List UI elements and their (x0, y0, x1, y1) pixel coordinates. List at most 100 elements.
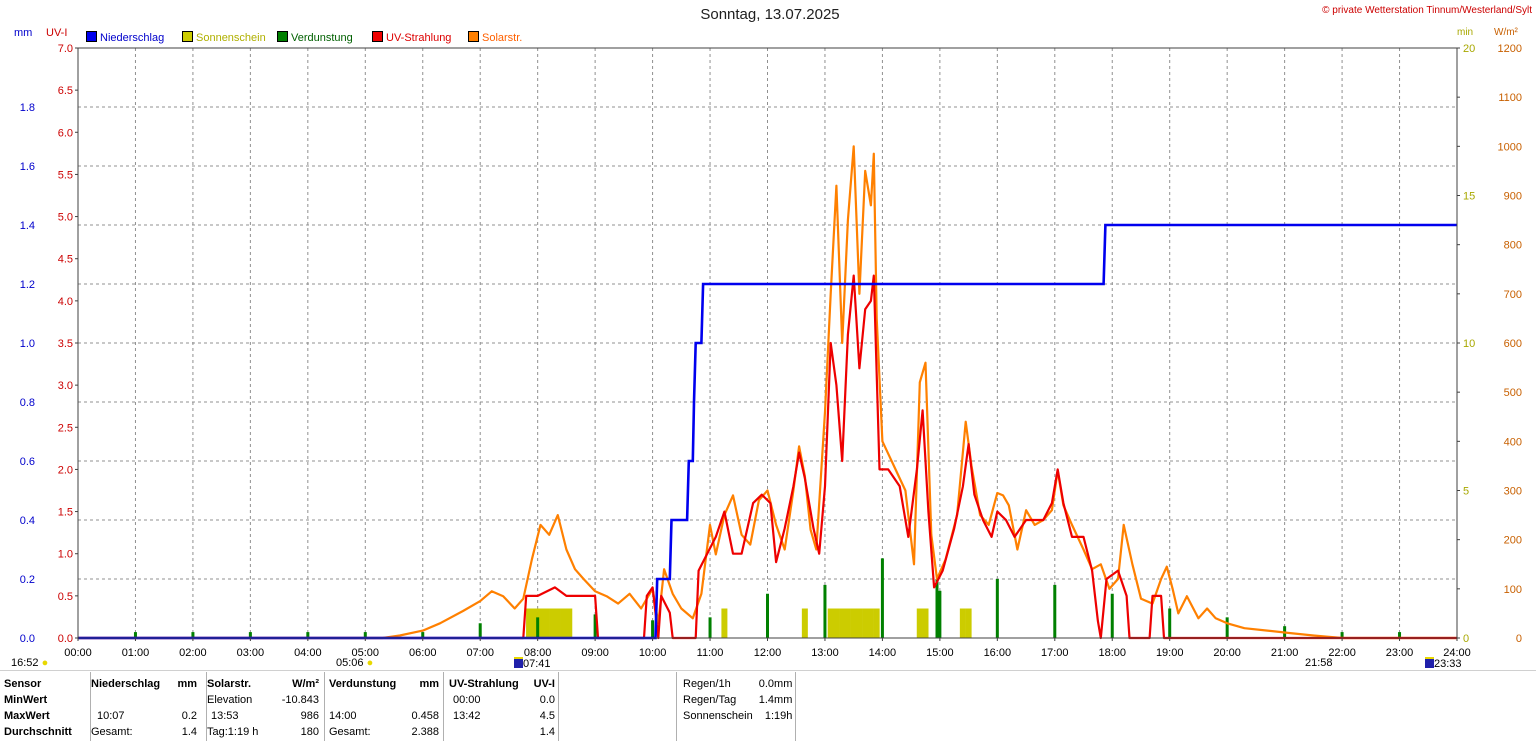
x-tick-label: 16:00 (984, 647, 1012, 659)
uv-tick-label: 2.5 (58, 422, 73, 434)
uv-tick-label: 6.0 (58, 127, 73, 139)
sunshine-bar (801, 608, 808, 638)
table-cell: Elevation (207, 694, 253, 706)
evaporation-bar (421, 632, 425, 638)
wm2-tick-label: 400 (1504, 436, 1522, 448)
table-header-row: Sensor Niederschlag mm Solarstr. W/m² Ve… (2, 676, 557, 692)
mm-tick-label: 0.6 (20, 456, 35, 468)
sunshine-bar (827, 608, 834, 638)
legend-swatch (182, 31, 193, 42)
x-tick-label: 11:00 (697, 647, 724, 659)
table-cell (89, 692, 175, 708)
table-cell: Gesamt: (329, 726, 371, 738)
uv-tick-label: 0.0 (58, 633, 73, 645)
table-cell: 180 (300, 726, 319, 738)
sunshine-bar (850, 608, 857, 638)
x-tick-label: 12:00 (754, 647, 782, 659)
sunshine-bar (537, 608, 544, 638)
axis-unit-uv: UV-I (46, 27, 68, 39)
summary-row: Sonnenschein 1:19h (680, 708, 795, 724)
sunshine-bar (566, 608, 573, 638)
sunshine-bar (856, 608, 863, 638)
legend-label: Niederschlag (100, 32, 165, 44)
summary-table: Regen/1h 0.0mm Regen/Tag 1.4mm Sonnensch… (680, 676, 795, 724)
x-tick-label: 24:00 (1443, 647, 1471, 659)
evaporation-bar (766, 593, 769, 638)
table-header: Sensor (4, 678, 42, 690)
axis-unit-mm: mm (14, 27, 33, 39)
wm2-tick-label: 500 (1504, 387, 1522, 399)
table-header: Verdunstung (329, 678, 397, 690)
grid-lines (78, 48, 1457, 638)
sensor-table: Sensor Niederschlag mm Solarstr. W/m² Ve… (2, 676, 557, 740)
table-row: MaxWert 10:07 0.2 13:53 986 14:00 0.458 … (2, 708, 557, 724)
sunshine-bar (526, 608, 533, 638)
copyright-label: © private Wetterstation Tinnum/Westerlan… (1322, 5, 1532, 16)
legend-swatch (86, 31, 97, 42)
table-cell: 13:53 (211, 710, 239, 722)
table-header: Solarstr. (207, 678, 252, 690)
chart-title: Sonntag, 13.07.2025 (700, 6, 840, 23)
legend-item: Solarstr. (468, 31, 522, 44)
sunshine-bar (721, 608, 728, 638)
evaporation-bar (880, 558, 884, 638)
sunshine-bar (844, 608, 851, 638)
evaporation-bar (651, 620, 655, 638)
evaporation-bar (1225, 617, 1229, 638)
sunshine-bar (922, 608, 929, 638)
min-tick-label: 20 (1463, 43, 1475, 55)
summary-row: Regen/1h 0.0mm (680, 676, 795, 692)
table-header: UV-I (533, 678, 555, 690)
table-header: mm (177, 678, 197, 690)
uv-tick-label: 3.5 (58, 338, 73, 350)
uv-tick-label: 2.0 (58, 464, 73, 476)
evaporation-bar (306, 632, 310, 638)
uv-tick-label: 3.0 (58, 380, 73, 392)
wm2-tick-label: 1000 (1498, 141, 1522, 153)
line-series (78, 145, 1457, 640)
table-cell (175, 692, 199, 708)
row-label: MaxWert (4, 710, 50, 722)
x-tick-label: 02:00 (179, 647, 207, 659)
uv-tick-label: 6.5 (58, 85, 73, 97)
uv-tick-label: 5.0 (58, 212, 73, 224)
sunrise-time: 05:06 ● (336, 657, 374, 669)
moonset-time: 16:52 ● (11, 657, 49, 669)
table-cell: 0.458 (411, 710, 439, 722)
table-cell: 0.0 (539, 694, 555, 706)
x-tick-label: 06:00 (409, 647, 437, 659)
sunshine-bar (833, 608, 840, 638)
x-tick-label: 07:00 (466, 647, 494, 659)
legend-label: Verdunstung (291, 32, 353, 44)
wm2-tick-label: 100 (1504, 584, 1522, 596)
table-cell: Gesamt: (91, 726, 133, 738)
x-tick-label: 17:00 (1041, 647, 1069, 659)
table-header: Niederschlag (91, 678, 161, 690)
legend-label: UV-Strahlung (386, 32, 452, 44)
row-label: Durchschnitt (4, 726, 72, 738)
wm2-tick-label: 800 (1504, 240, 1522, 252)
column-divider (443, 672, 444, 741)
sunshine-bar (862, 608, 869, 638)
sunshine-bar (965, 608, 972, 638)
evaporation-bar (1053, 584, 1057, 638)
table-cell: 13:42 (453, 710, 481, 722)
night-icon (1425, 657, 1434, 668)
x-tick-label: 20:00 (1213, 647, 1241, 659)
sunshine-bar (531, 608, 538, 638)
sunshine-bar (867, 608, 874, 638)
moon-icon: ● (38, 657, 49, 669)
summary-value: 1:19h (764, 710, 793, 722)
x-tick-label: 22:00 (1328, 647, 1356, 659)
x-tick-label: 21:00 (1271, 647, 1299, 659)
summary-value: 0.0mm (758, 678, 793, 690)
x-tick-label: 04:00 (294, 647, 322, 659)
legend-swatch (277, 31, 288, 42)
tick-labels: 0.0 0.2 0.4 0.6 0.8 1.0 1.2 1.4 1.6 1.8 0.0 0.5 1.0 1… (20, 43, 1522, 659)
x-tick-label: 10:00 (639, 647, 667, 659)
wm2-tick-label: 1200 (1498, 43, 1522, 55)
footer-divider (0, 670, 1536, 671)
wm2-tick-label: 700 (1504, 289, 1522, 301)
x-tick-label: 18:00 (1098, 647, 1126, 659)
sunshine-bar (959, 608, 966, 638)
